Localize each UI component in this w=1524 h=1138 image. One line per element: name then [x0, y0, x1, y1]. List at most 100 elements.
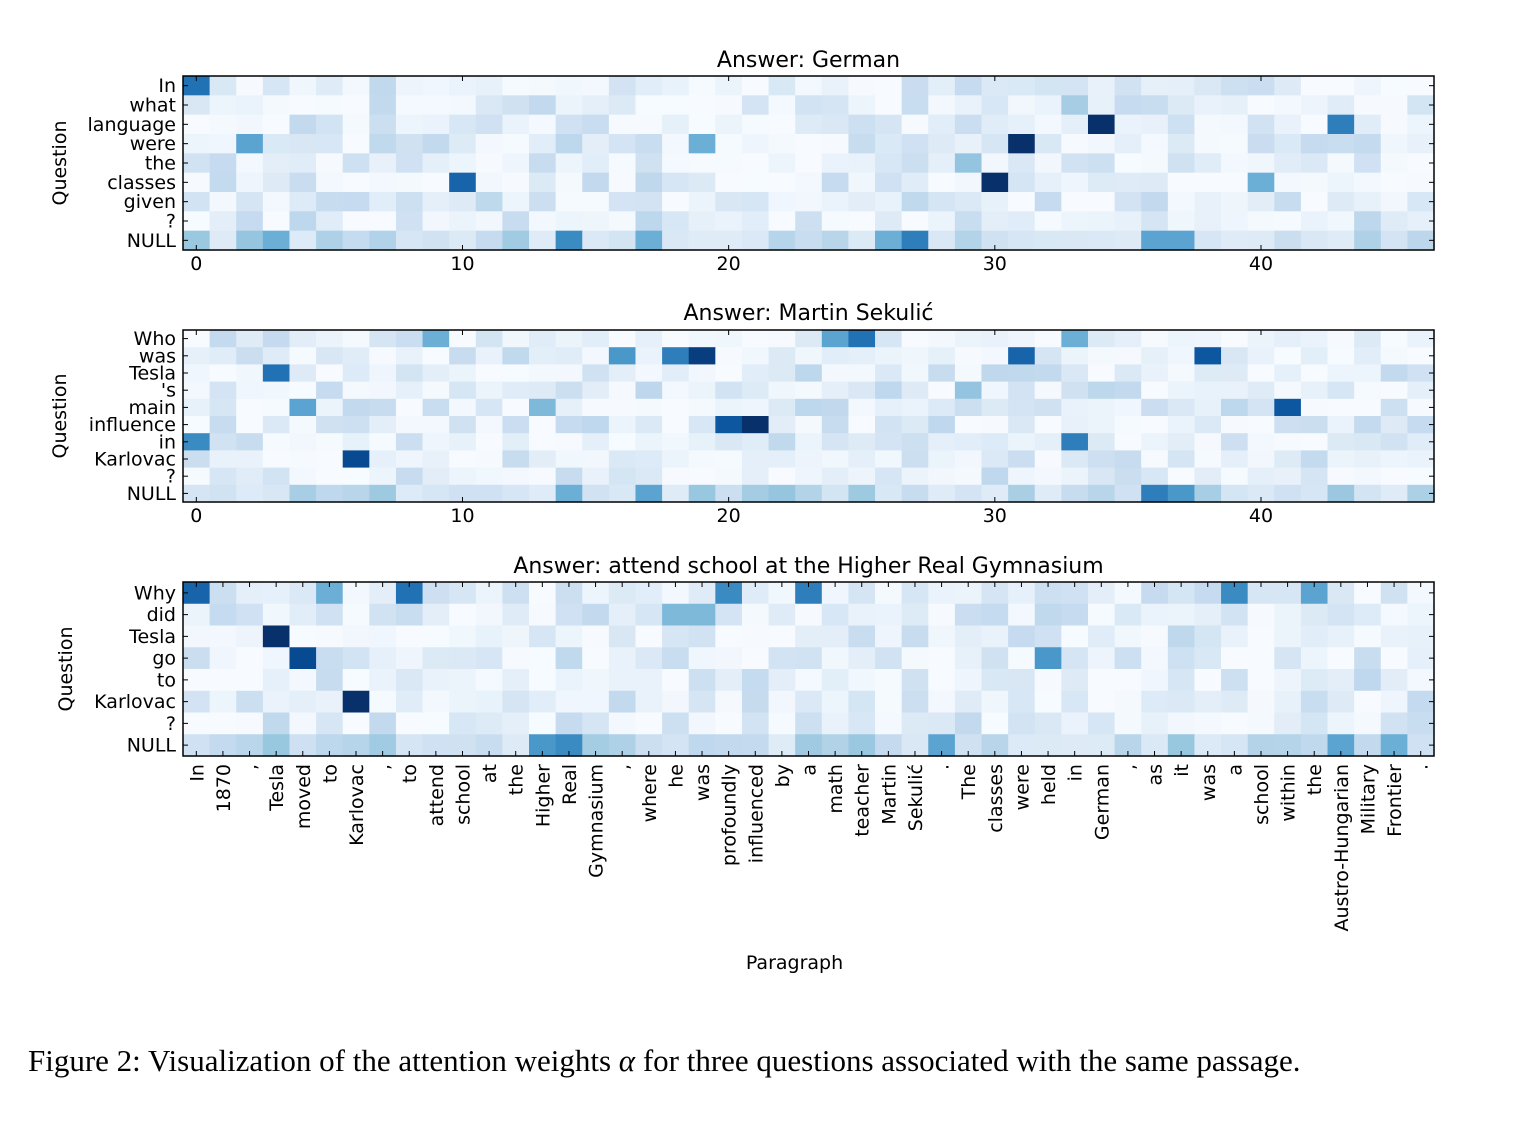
- heatmap-cell: [635, 712, 663, 735]
- heatmap-cell: [1008, 433, 1036, 451]
- x-tick-label: 40: [1249, 505, 1273, 527]
- heatmap-cell: [236, 330, 264, 348]
- heatmap-cell: [901, 669, 929, 692]
- heatmap-cell: [1380, 582, 1408, 605]
- row-label: Why: [134, 582, 176, 604]
- heatmap-cell: [342, 484, 370, 503]
- heatmap-cell: [768, 647, 796, 670]
- heatmap-cell: [1167, 647, 1196, 670]
- heatmap-cell: [1221, 467, 1249, 486]
- heatmap-cell: [1141, 582, 1169, 605]
- heatmap-cell: [1380, 230, 1408, 251]
- heatmap-cell: [1194, 450, 1222, 469]
- heatmap-cell: [768, 134, 796, 154]
- heatmap-cell: [1194, 95, 1222, 116]
- heatmap-cell: [555, 582, 583, 605]
- heatmap-cell: [954, 416, 983, 434]
- heatmap-cell: [1221, 669, 1249, 692]
- heatmap-cell: [635, 398, 663, 417]
- x-token-label: math: [825, 764, 847, 814]
- heatmap-cell: [635, 625, 663, 648]
- x-token-label: to: [399, 764, 421, 783]
- heatmap-cell: [1061, 114, 1089, 135]
- heatmap-cell: [342, 625, 370, 648]
- heatmap-cell: [821, 467, 850, 486]
- heatmap-cell: [662, 347, 690, 365]
- heatmap-cell: [662, 230, 690, 251]
- heatmap-cell: [1247, 416, 1275, 434]
- heatmap-cell: [449, 364, 477, 383]
- heatmap-cell: [635, 76, 663, 96]
- heatmap-cell: [342, 347, 370, 365]
- heatmap-cell: [1061, 398, 1089, 417]
- heatmap-cell: [1221, 153, 1249, 174]
- heatmap-cell: [981, 134, 1009, 154]
- x-tick-label: 40: [1249, 253, 1273, 275]
- heatmap-cell: [1407, 416, 1435, 434]
- heatmap-cell: [289, 398, 317, 417]
- heatmap-cell: [1300, 625, 1329, 648]
- heatmap-cell: [183, 153, 211, 174]
- heatmap-cell: [608, 398, 637, 417]
- heatmap-cell: [635, 603, 663, 627]
- heatmap-cell: [422, 153, 450, 174]
- heatmap-cell: [342, 669, 370, 692]
- heatmap-cell: [1167, 734, 1196, 757]
- heatmap-cell: [1327, 153, 1355, 174]
- heatmap-cell: [1167, 669, 1196, 692]
- heatmap-cell: [1008, 153, 1036, 174]
- heatmap-cell: [582, 230, 610, 251]
- heatmap-cell: [316, 114, 344, 135]
- heatmap-cell: [262, 134, 291, 154]
- heatmap-cell: [1087, 416, 1116, 434]
- heatmap-cell: [209, 364, 237, 383]
- heatmap-cell: [901, 467, 929, 486]
- heatmap-cell: [1194, 330, 1222, 348]
- heatmap-cell: [582, 484, 610, 503]
- heatmap-cell: [848, 467, 876, 486]
- heatmap-cell: [1380, 734, 1408, 757]
- heatmap-cell: [1087, 467, 1116, 486]
- heatmap-cell: [928, 192, 956, 212]
- heatmap-cell: [768, 690, 796, 714]
- row-label: Tesla: [128, 363, 176, 385]
- heatmap-cell: [795, 347, 823, 365]
- heatmap-cell: [1061, 76, 1089, 96]
- x-token-label: influenced: [745, 764, 767, 863]
- heatmap-cell: [635, 172, 663, 193]
- heatmap-cell: [1167, 690, 1196, 714]
- heatmap-cell: [635, 647, 663, 670]
- heatmap-cell: [954, 347, 983, 365]
- heatmap-cell: [582, 467, 610, 486]
- x-tick-label: 10: [450, 253, 474, 275]
- heatmap-cell: [1247, 211, 1275, 232]
- x-token-label: ,: [1118, 764, 1140, 770]
- heatmap-cell: [662, 330, 690, 348]
- heatmap-cell: [1034, 172, 1062, 193]
- heatmap-cell: [688, 734, 716, 757]
- heatmap-cell: [1194, 211, 1222, 232]
- heatmap-cell: [1061, 625, 1089, 648]
- heatmap-cell: [1141, 398, 1169, 417]
- heatmap-cell: [1247, 134, 1275, 154]
- heatmap-cell: [1274, 347, 1302, 365]
- heatmap-cell: [582, 734, 610, 757]
- heatmap-cell: [1354, 381, 1382, 400]
- heatmap-cell: [529, 172, 557, 193]
- heatmap-cell: [1300, 192, 1329, 212]
- heatmap-cell: [1247, 330, 1275, 348]
- heatmap-cell: [1274, 398, 1302, 417]
- heatmap-cell: [1061, 450, 1089, 469]
- heatmap-cell: [582, 603, 610, 627]
- heatmap-cell: [289, 467, 317, 486]
- heatmap-cell: [1141, 364, 1169, 383]
- heatmap-cell: [236, 134, 264, 154]
- heatmap-cell: [369, 625, 397, 648]
- heatmap-cell: [768, 625, 796, 648]
- heatmap-cell: [1274, 690, 1302, 714]
- heatmap-cell: [183, 467, 211, 486]
- heatmap-cell: [236, 172, 264, 193]
- heatmap-cell: [1167, 347, 1196, 365]
- heatmap-cell: [262, 603, 291, 627]
- heatmap-cell: [1034, 669, 1062, 692]
